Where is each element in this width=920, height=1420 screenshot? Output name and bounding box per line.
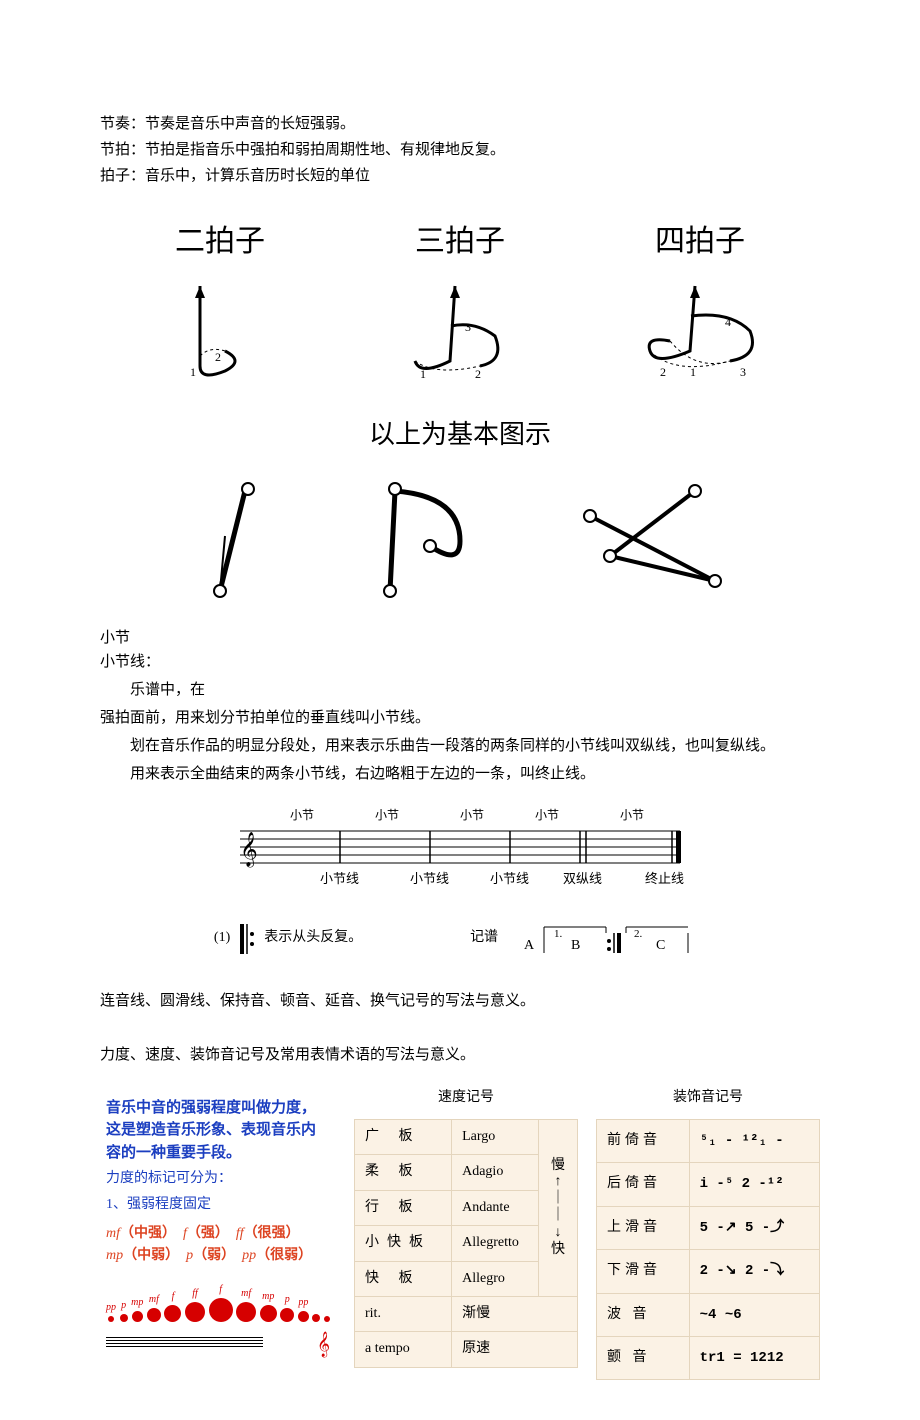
tempo-arrow: 慢↑｜｜↓快 (538, 1119, 577, 1296)
svg-text:小节线: 小节线 (410, 871, 449, 886)
beat-3-icon: 1 2 3 (395, 276, 525, 386)
dyn-list: 1、强弱程度固定 (106, 1194, 330, 1216)
beat-shape-3-icon (580, 476, 730, 606)
svg-text:小节: 小节 (620, 808, 644, 822)
mark-mf: mf (106, 1226, 120, 1241)
barline-p3: 划在音乐作品的明显分段处，用来表示乐曲告一段落的两条同样的小节线叫双纵线，也叫复… (100, 734, 820, 758)
svg-text:双纵线: 双纵线 (563, 871, 602, 886)
svg-text:1: 1 (420, 367, 426, 381)
volta-icon: A 1. B 2. C (506, 919, 706, 959)
ornament-panel: 装饰音记号 前倚音⁵₁ - ¹²₁ - 后倚音i -⁵ 2 -¹² 上滑音5 -… (596, 1087, 820, 1381)
staff-diagram: 𝄞 小节 小节 小节 小节 小节 小节线 小节线 小节线 双纵线 终止线 (220, 801, 700, 899)
svg-text:3: 3 (740, 365, 746, 379)
svg-text:1.: 1. (554, 928, 563, 940)
dyn-sub: 力度的标记可分为： (106, 1168, 330, 1190)
tempo-panel: 速度记号 广 板 Largo 慢↑｜｜↓快 柔 板Adagio 行 板Andan… (354, 1087, 578, 1368)
svg-text:2: 2 (660, 365, 666, 379)
mark-ff: ff (236, 1226, 244, 1241)
beat-title-3: 三拍子 (340, 218, 580, 266)
svg-text:A: A (524, 938, 535, 953)
intro-line-3: 拍子：音乐中，计算乐音历时长短的单位 (100, 164, 820, 188)
beat-title-4: 四拍子 (580, 218, 820, 266)
barline-p4: 用来表示全曲结束的两条小节线，右边略粗于左边的一条，叫终止线。 (100, 762, 820, 786)
beat-4-icon: 2 1 3 4 (625, 276, 775, 386)
tempo-table: 广 板 Largo 慢↑｜｜↓快 柔 板Adagio 行 板Andante 小快… (354, 1119, 578, 1368)
barline-p1: 乐谱中，在 (100, 678, 820, 702)
notes-1: 连音线、圆滑线、保持音、顿音、延音、换气记号的写法与意义。 (100, 989, 820, 1013)
notes-2: 力度、速度、装饰音记号及常用表情术语的写法与意义。 (100, 1043, 820, 1067)
barline-paragraphs: 乐谱中，在 强拍面前，用来划分节拍单位的垂直线叫小节线。 划在音乐作品的明显分段… (100, 678, 820, 786)
beat-shape-1-icon (190, 476, 280, 606)
svg-text:4: 4 (725, 315, 731, 329)
intro-line-2: 节拍：节拍是指音乐中强拍和弱拍周期性地、有规律地反复。 (100, 138, 820, 162)
intro-block: 节奏：节奏是音乐中声音的长短强弱。 节拍：节拍是指音乐中强拍和弱拍周期性地、有规… (100, 112, 820, 188)
svg-text:小节: 小节 (375, 808, 399, 822)
mark-pp: pp (242, 1248, 256, 1263)
orn-table: 前倚音⁵₁ - ¹²₁ - 后倚音i -⁵ 2 -¹² 上滑音5 -↗ 5 -⤴… (596, 1119, 820, 1380)
svg-text:1: 1 (190, 365, 196, 379)
svg-text:小节线: 小节线 (490, 871, 529, 886)
beat-2-icon: 2 1 (170, 276, 270, 386)
repeat-text: 表示从头反复。 (264, 927, 362, 949)
dyn-heading: 音乐中音的强弱程度叫做力度，这是塑造音乐形象、表现音乐内容的一种重要手段。 (106, 1097, 330, 1165)
bottom-panels: 音乐中音的强弱程度叫做力度，这是塑造音乐形象、表现音乐内容的一种重要手段。 力度… (100, 1087, 820, 1381)
beat-caption: 以上为基本图示 (100, 414, 820, 456)
tempo-title: 速度记号 (354, 1087, 578, 1109)
barline-block: 小节 小节线： (100, 626, 820, 674)
tempo-it-0: Largo (452, 1119, 539, 1154)
svg-text:2.: 2. (634, 928, 643, 940)
dynamics-panel: 音乐中音的强弱程度叫做力度，这是塑造音乐形象、表现音乐内容的一种重要手段。 力度… (100, 1087, 336, 1371)
svg-text:小节: 小节 (290, 808, 314, 822)
svg-text:2: 2 (215, 350, 221, 364)
svg-text:𝄞: 𝄞 (240, 832, 258, 868)
svg-text:C: C (656, 938, 665, 953)
svg-text:终止线: 终止线 (645, 871, 684, 886)
mark-mp: mp (106, 1248, 123, 1263)
mini-staff (106, 1337, 263, 1349)
svg-text:小节线: 小节线 (320, 871, 359, 886)
svg-text:1: 1 (690, 365, 696, 379)
beat-shape-2-icon (370, 476, 490, 606)
svg-text:2: 2 (475, 367, 481, 381)
beat-diagrams: 二拍子 2 1 三拍子 1 2 3 四拍子 (100, 218, 820, 606)
svg-text:B: B (571, 938, 580, 953)
svg-text:小节: 小节 (460, 808, 484, 822)
jipu-label: 记谱 (470, 927, 498, 949)
orn-title: 装饰音记号 (596, 1087, 820, 1109)
svg-text:小节: 小节 (535, 808, 559, 822)
beat-title-2: 二拍子 (100, 218, 340, 266)
repeat-examples: (1) 表示从头反复。 记谱 A 1. B 2. C (160, 919, 760, 959)
barline-l2: 小节线： (100, 650, 820, 674)
repeat-num: (1) (214, 927, 230, 949)
repeat-start-icon (238, 922, 256, 956)
intro-line-1: 节奏：节奏是音乐中声音的长短强弱。 (100, 112, 820, 136)
barline-l1: 小节 (100, 626, 820, 650)
svg-text:3: 3 (465, 320, 471, 334)
tempo-cn-0: 广 板 (355, 1119, 452, 1154)
barline-p2: 强拍面前，用来划分节拍单位的垂直线叫小节线。 (100, 706, 820, 730)
clef-icon: 𝄞 (317, 1326, 330, 1361)
